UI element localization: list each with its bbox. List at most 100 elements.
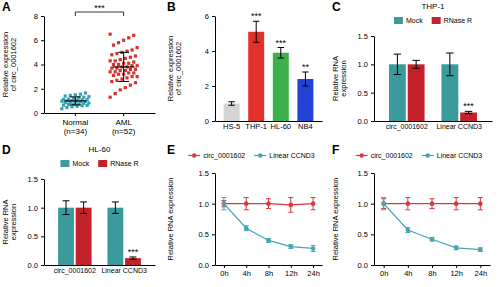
y-axis-title: Relative RNAexpression: [1, 199, 18, 244]
significance-label: **: [302, 62, 310, 72]
x-tick-label: AML(n=52): [112, 118, 136, 136]
y-tick-mark: [41, 265, 44, 266]
plot: ***circ_0001602Linear CCND30.00.51.01.5R…: [1, 175, 156, 275]
error-bar-cap: [244, 209, 249, 210]
y-tick: 2: [205, 82, 215, 91]
x-tick-label: 8h: [428, 269, 436, 278]
error-bar: [70, 97, 81, 105]
panel-label: B: [167, 0, 176, 14]
plot: ********HS-5THP-1HL-60NB40246Relative ex…: [166, 11, 323, 131]
x-tick-mark: [456, 265, 457, 268]
y-axis-line: [44, 180, 45, 266]
y-axis-title: Relative expressionof circ_0001602: [166, 36, 183, 101]
y-tick: 2: [34, 85, 44, 94]
error-bar: [288, 198, 293, 213]
bar: [248, 32, 264, 121]
y-tick-label: 0: [34, 109, 38, 118]
x-tick-label-line: Normal: [62, 118, 88, 127]
y-tick-mark: [41, 236, 44, 237]
point: [84, 91, 87, 94]
point: [112, 74, 115, 77]
error-bar-cap: [446, 53, 453, 54]
point: [124, 86, 127, 89]
error-bar-cap: [288, 197, 293, 198]
panel-label: D: [2, 143, 11, 157]
error-bar: [478, 198, 483, 210]
point: [114, 70, 117, 73]
x-tick: 0h: [380, 265, 388, 278]
point: [119, 69, 122, 72]
y-tick-label: 1.0: [358, 200, 368, 209]
point: [381, 201, 386, 206]
x-tick: 8h: [428, 265, 436, 278]
x-tick: 4h: [243, 265, 251, 278]
point: [381, 201, 386, 206]
y-tick-mark: [212, 265, 215, 266]
point: [117, 73, 120, 76]
error-bar: [405, 228, 410, 233]
error-bar-cap: [405, 209, 410, 210]
x-tick: AML(n=52): [112, 113, 136, 136]
error-bar: [266, 199, 271, 209]
legend-label: Mock: [72, 160, 89, 167]
error-bar-stem: [66, 201, 67, 215]
legend-swatch: [432, 17, 441, 24]
x-tick-label: 12h: [285, 269, 298, 278]
point: [125, 76, 128, 79]
y-axis-title-line: of circ_0001602: [174, 42, 183, 95]
legend-label: Linear CCND3: [269, 152, 315, 159]
legend-marker: [192, 153, 196, 157]
y-tick-mark: [41, 179, 44, 180]
y-tick-label: 0.5: [358, 89, 368, 98]
marks: [381, 198, 483, 252]
x-tick: 4h: [404, 265, 412, 278]
legend-item: Mock: [60, 160, 89, 167]
y-tick: 1.0: [199, 200, 215, 209]
point: [132, 34, 135, 37]
y-tick-label: 1.5: [358, 32, 368, 41]
y-tick-label: 6: [205, 12, 209, 21]
x-tick-label: 0h: [220, 269, 228, 278]
point: [222, 201, 227, 206]
error-bar-cap: [221, 197, 226, 198]
error-bar-stem: [280, 48, 281, 59]
y-tick-mark: [371, 173, 374, 174]
x-tick-label: 0h: [380, 269, 388, 278]
point: [87, 95, 90, 98]
y-tick-mark: [371, 121, 374, 122]
y-axis-line: [374, 37, 375, 122]
error-bar-cap: [70, 104, 81, 105]
x-tick: Normal(n=34): [62, 113, 88, 136]
y-tick-label: 2: [205, 82, 209, 91]
error-bar-cap: [80, 213, 87, 214]
error-bar: [118, 52, 129, 81]
marks: [224, 21, 314, 121]
x-tick: Linear CCND3: [436, 121, 482, 130]
y-tick-mark: [212, 173, 215, 174]
x-tick: circ_0001602: [386, 121, 428, 131]
y-tick: 1.0: [28, 204, 44, 213]
point: [132, 71, 135, 74]
x-tick-mark: [384, 265, 385, 268]
bar: [224, 104, 240, 122]
series-line: [384, 204, 481, 250]
x-tick: HL-60: [271, 121, 291, 131]
x-tick-mark: [246, 265, 247, 268]
error-bar-cap: [253, 42, 259, 43]
plot: 0h4h8h12h24h0.00.51.01.5Relative RNA exp…: [331, 169, 491, 278]
y-tick-mark: [212, 234, 215, 235]
marks: [60, 33, 138, 111]
x-tick-label: 4h: [243, 269, 251, 278]
y-tick: 0.5: [28, 232, 44, 241]
y-tick-label: 1.5: [28, 175, 38, 184]
plot: 0h4h8h12h24h0.00.51.01.5Relative RNA exp…: [166, 169, 323, 278]
y-tick-mark: [371, 36, 374, 37]
error-bar-cap: [412, 60, 419, 61]
x-tick-label: 4h: [404, 269, 412, 278]
y-tick-label: 0.5: [199, 230, 209, 239]
error-bar: [244, 226, 249, 231]
y-axis-line: [215, 17, 216, 122]
marks: [221, 198, 315, 252]
y-tick-label: 2: [34, 85, 38, 94]
legend: MockRNase R: [60, 160, 138, 167]
